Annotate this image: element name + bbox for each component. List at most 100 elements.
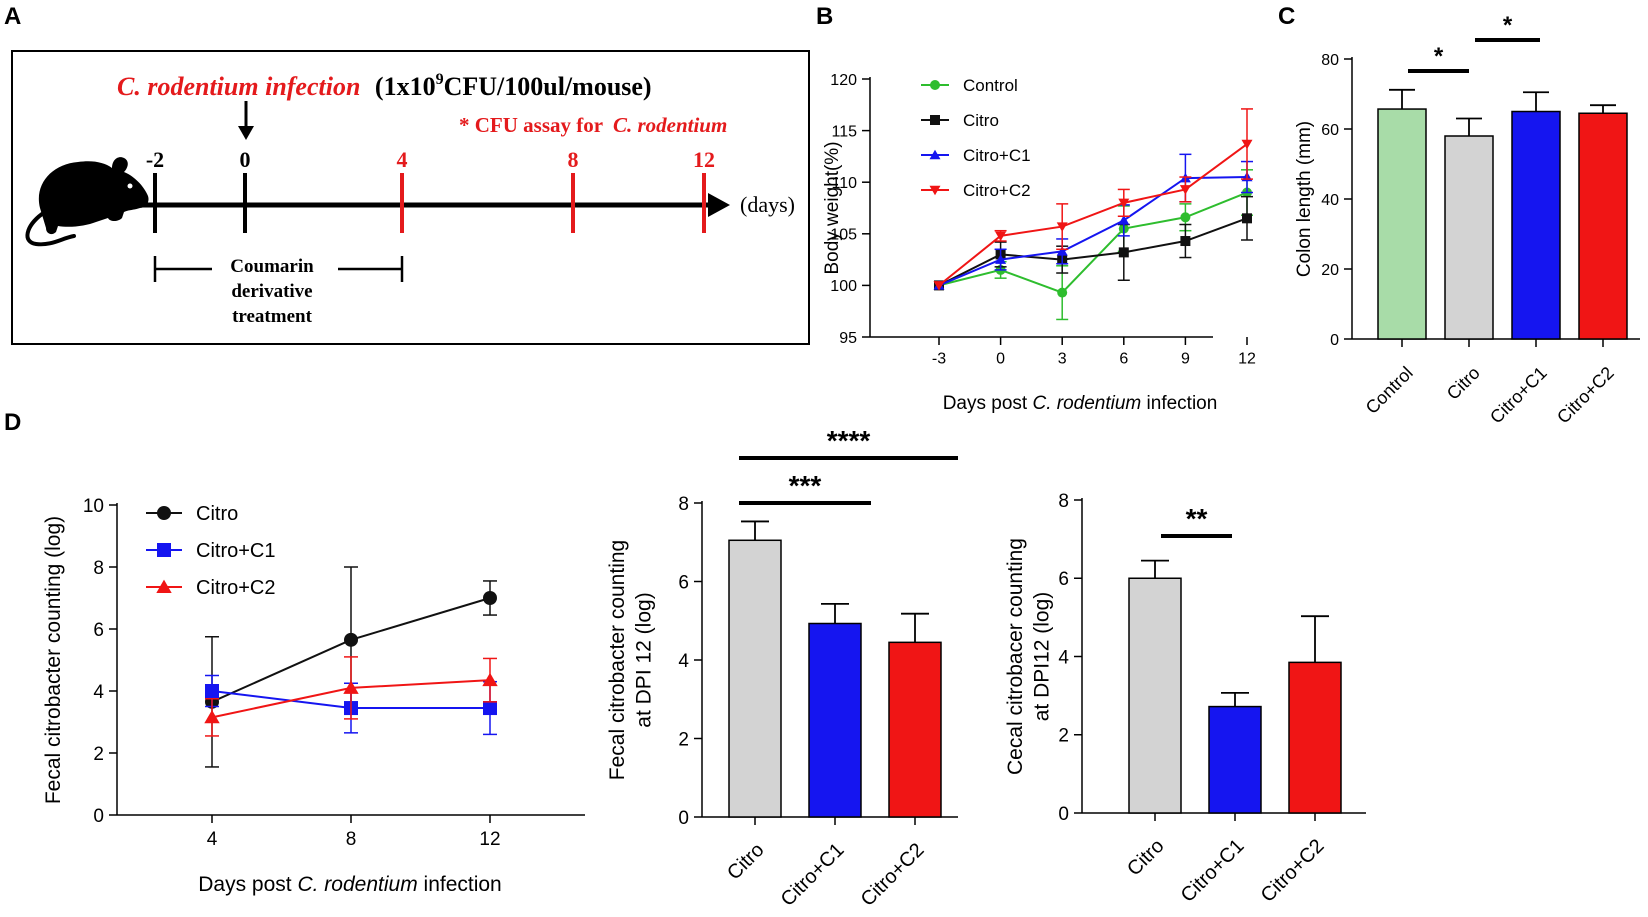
- chart-d2-fecal-dpi12: 0 2 4 6 8 Citro Citro+C1 Citro+C2 Fecal citrobac…: [606, 425, 958, 911]
- panel-label-b: B: [816, 3, 833, 30]
- panel-label-a: A: [4, 3, 21, 30]
- data-point-citro-3: [1118, 247, 1129, 258]
- y-axis-title-line-1: Cecal citrobacer counting: [1004, 538, 1027, 775]
- x-tick-label-citro-c2: Citro+C2: [857, 839, 929, 911]
- significance-label-1: *: [1503, 12, 1513, 39]
- legend-marker-citro-c1: [929, 149, 941, 160]
- x-axis-title-suffix: infection: [1141, 393, 1217, 414]
- y-tick-label-8: 8: [93, 558, 104, 579]
- treatment-line-1: Coumarin: [230, 256, 314, 277]
- data-point-citro-c2-3: [1118, 198, 1130, 209]
- bar-citro-c2: [888, 641, 942, 818]
- data-point-control-4: [1180, 212, 1191, 223]
- data-point-citro-c2-1: [995, 231, 1007, 242]
- y-tick-label-0: 0: [1058, 804, 1069, 825]
- y-tick-label-4: 4: [93, 682, 104, 703]
- data-point-citro-c2-4: [1179, 185, 1191, 195]
- timeline-ticks: -2 0 4 8 12: [146, 147, 715, 233]
- timeline-tick-label-12: 12: [693, 147, 715, 172]
- treatment-line-2: derivative: [231, 281, 312, 302]
- significance-label-0: ****: [827, 425, 871, 456]
- cfu-assay-text: * CFU assay for: [459, 113, 603, 137]
- chart-d1-fecal-timecourse: 0 2 4 6 8 10 4 8 12 Fecal citrobacter counting (l…: [42, 496, 585, 896]
- x-tick-label-citro-c2: Citro+C2: [1257, 835, 1329, 907]
- bar-citro: [1444, 135, 1494, 340]
- x-tick-label-12: 12: [479, 829, 500, 850]
- data-point-citro-c2-2: [482, 672, 498, 687]
- y-tick-label-0: 0: [678, 808, 689, 829]
- series-citro: [934, 195, 1253, 291]
- data-point-citro-c2-5: [1241, 139, 1253, 150]
- x-tick-label-citro: Citro: [723, 839, 768, 884]
- y-tick-label-20: 20: [1321, 262, 1339, 279]
- bar-citro-c1: [1208, 705, 1262, 814]
- bar-citro: [1128, 577, 1182, 814]
- x-axis-title-prefix: Days post: [943, 393, 1033, 414]
- timeline-tick-label-8: 8: [568, 147, 579, 172]
- significance-label-0: *: [1434, 43, 1444, 70]
- infection-line: C. rodentium infection (1x109CFU/100ul/m…: [117, 71, 652, 101]
- bar-citro-c2: [1578, 112, 1628, 340]
- data-point-citro-2: [483, 591, 497, 605]
- y-tick-label-2: 2: [93, 744, 104, 765]
- x-tick-label-citro: Citro: [1443, 363, 1484, 404]
- data-point-citro-c1-2: [1056, 246, 1068, 256]
- series-citro-c2: [933, 108, 1253, 291]
- data-point-citro-1: [344, 632, 358, 647]
- x-axis-title-prefix: Days post: [198, 873, 297, 896]
- legend-label-citro-c1: Citro+C1: [196, 540, 275, 562]
- x-tick-label-citro: Citro: [1123, 835, 1168, 880]
- y-axis-title: Colon length (mm): [1294, 121, 1315, 277]
- data-point-control-2: [1057, 287, 1068, 298]
- y-tick-label-95: 95: [839, 330, 857, 347]
- cfu-assay-note: * CFU assay for C. rodentium: [459, 113, 727, 137]
- y-axis-title-line-2: at DPI12 (log): [1030, 592, 1053, 722]
- infection-title: C. rodentium infection: [117, 72, 360, 101]
- dose-prefix: (1x10: [375, 72, 436, 101]
- legend-label-citro-c1: Citro+C1: [963, 146, 1031, 165]
- legend-label-citro-c2: Citro+C2: [963, 181, 1031, 200]
- legend-marker-citro: [157, 506, 171, 520]
- y-tick-label-105: 105: [830, 227, 857, 244]
- y-tick-label-8: 8: [1058, 491, 1069, 512]
- panel-label-d: D: [4, 409, 21, 436]
- x-tick-label-control: Control: [1362, 363, 1417, 418]
- y-tick-label-110: 110: [831, 175, 857, 192]
- x-tick-label-citro-c2: Citro+C2: [1553, 363, 1618, 428]
- y-tick-label-0: 0: [1330, 332, 1339, 349]
- infection-arrow-head: [238, 126, 254, 140]
- y-tick-label-80: 80: [1321, 52, 1339, 69]
- y-tick-label-2: 2: [678, 729, 689, 750]
- x-tick-label-6: 6: [1119, 350, 1128, 367]
- y-tick-label-40: 40: [1321, 192, 1339, 209]
- data-point-citro-c1-3: [1118, 215, 1130, 225]
- bar-control: [1377, 108, 1427, 340]
- x-tick-label-3: -3: [932, 350, 946, 367]
- y-axis-title-line-2: at DPI 12 (log): [632, 592, 655, 727]
- y-tick-label-4: 4: [678, 651, 689, 672]
- y-tick-label-115: 115: [831, 123, 857, 140]
- x-axis-title: Days post C. rodentium infection: [198, 873, 502, 896]
- timeline-tick-label-2: -2: [146, 147, 164, 172]
- legend-label-citro: Citro: [196, 503, 238, 525]
- x-axis-title: Days post C. rodentium infection: [943, 393, 1218, 414]
- x-axis-title-suffix: infection: [418, 873, 502, 896]
- data-point-citro-c2-0: [933, 281, 945, 291]
- x-tick-label-8: 8: [346, 829, 357, 850]
- chart-b-body-weight: 95 100 105 110 115 120 -3 0 3 6 9 12 Body weight(%) D…: [822, 72, 1256, 414]
- timeline-days-label: (days): [740, 192, 795, 217]
- timeline-arrow-head: [708, 193, 730, 217]
- timeline-tick-label-4: 4: [397, 147, 408, 172]
- legend-marker-citro-c2: [929, 185, 941, 196]
- mouse-icon: [25, 157, 149, 247]
- data-point-citro-c1-0: [205, 684, 219, 698]
- series-line-citro-c1: [938, 176, 1248, 287]
- data-point-citro-4: [1180, 236, 1191, 247]
- y-tick-label-2: 2: [1058, 726, 1069, 747]
- x-tick-label-citro-c1: Citro+C1: [777, 839, 849, 911]
- data-point-citro-c2-0: [204, 710, 220, 724]
- cfu-assay-species: C. rodentium: [613, 113, 727, 137]
- y-tick-label-10: 10: [83, 496, 104, 517]
- y-tick-label-8: 8: [678, 494, 689, 515]
- legend-label-citro-c2: Citro+C2: [196, 577, 275, 599]
